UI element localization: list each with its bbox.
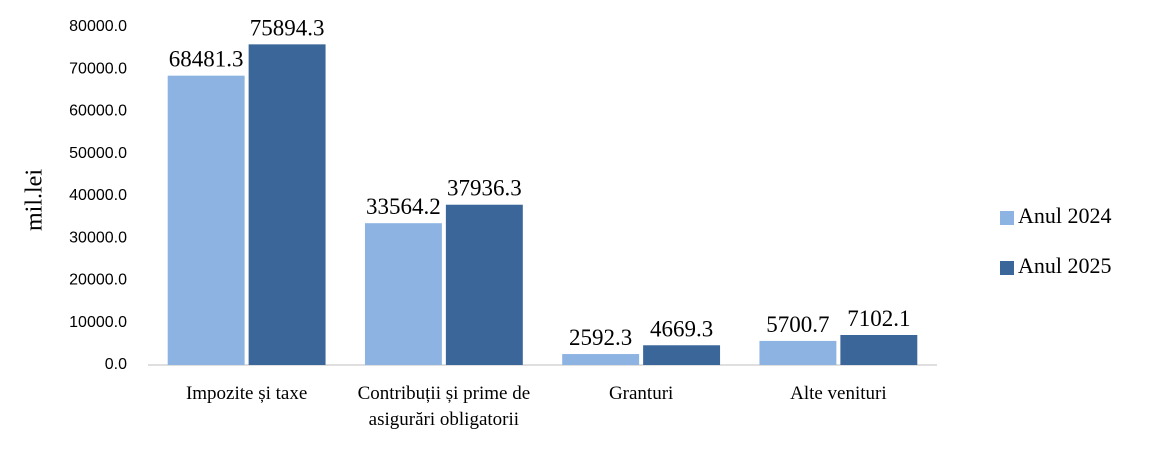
- data-label: 7102.1: [847, 306, 910, 331]
- x-tick-label: Impozite și taxe: [185, 383, 308, 404]
- data-label: 75894.3: [250, 15, 325, 40]
- bar: [643, 345, 721, 365]
- bar: [840, 334, 918, 365]
- bar: [167, 75, 245, 365]
- y-axis-label: mil.lei: [22, 169, 48, 231]
- legend-label: Anul 2024: [1018, 203, 1112, 228]
- y-tick-label: 0.0: [105, 356, 127, 373]
- data-label: 5700.7: [766, 312, 829, 337]
- y-tick-label: 70000.0: [69, 60, 127, 77]
- bar: [562, 354, 640, 365]
- bar: [364, 223, 442, 365]
- x-tick-label: Contribuții și prime de asigurări obliga…: [357, 383, 531, 430]
- y-tick-label: 20000.0: [69, 272, 127, 289]
- bar: [445, 204, 523, 365]
- y-tick-label: 10000.0: [69, 314, 127, 331]
- data-label: 68481.3: [169, 47, 244, 72]
- y-tick-label: 60000.0: [69, 103, 127, 120]
- legend-label: Anul 2025: [1018, 253, 1112, 278]
- y-tick-label: 80000.0: [69, 18, 127, 35]
- x-tick-label: Alte venituri: [790, 383, 887, 404]
- data-label: 37936.3: [447, 176, 522, 201]
- data-label: 33564.2: [366, 194, 441, 219]
- data-label: 2592.3: [569, 325, 632, 350]
- data-label: 4669.3: [650, 316, 713, 341]
- y-tick-label: 40000.0: [69, 187, 127, 204]
- bar: [759, 340, 837, 365]
- legend-swatch: [1000, 211, 1014, 225]
- y-tick-label: 50000.0: [69, 145, 127, 162]
- bar: [248, 44, 326, 365]
- y-tick-label: 30000.0: [69, 229, 127, 246]
- legend-swatch: [1000, 261, 1014, 275]
- x-tick-label: Granturi: [608, 383, 674, 404]
